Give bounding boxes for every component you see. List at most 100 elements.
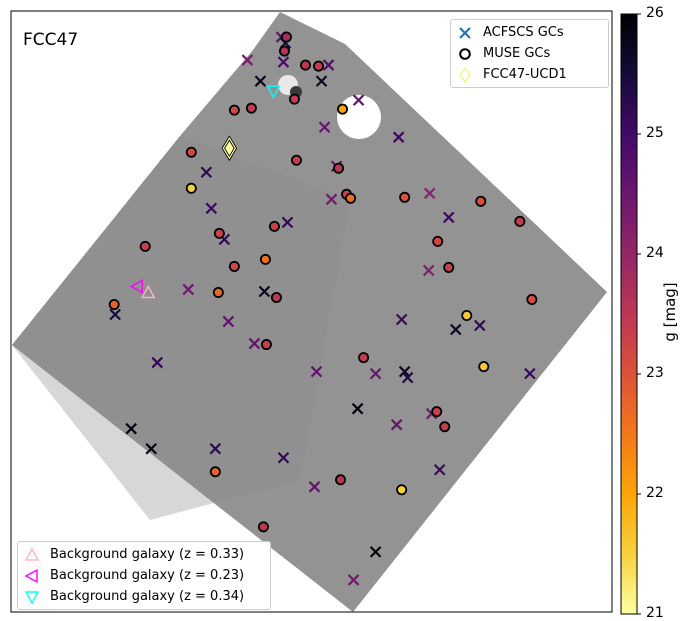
acfscs-gc-marker	[151, 356, 164, 369]
acfscs-gc-marker	[241, 54, 254, 66]
diamond-legend-icon	[459, 66, 471, 83]
panel-label: FCC47	[23, 30, 79, 50]
acfscs-gc-marker	[390, 418, 403, 431]
acfscs-gc-marker	[398, 365, 411, 378]
colorbar-tick-label: 22	[646, 485, 664, 501]
triangle-down-legend-icon	[24, 590, 40, 604]
colorbar-tick-label: 21	[646, 605, 664, 621]
muse-gc-marker	[299, 59, 311, 71]
muse-gc-marker	[461, 310, 473, 322]
muse-gc-marker	[333, 162, 345, 174]
acfscs-gc-marker	[347, 574, 360, 586]
legend-entry: FCC47-UCD1	[451, 64, 608, 85]
acfscs-gc-marker	[369, 546, 382, 558]
acfscs-gc-marker	[254, 75, 267, 87]
muse-gc-marker	[228, 260, 240, 272]
acfscs-gc-marker	[277, 451, 290, 464]
muse-gc-marker	[268, 220, 280, 232]
acfscs-gc-marker	[322, 59, 335, 71]
muse-gc-marker	[270, 291, 282, 303]
triangle-up-legend-icon	[24, 547, 40, 561]
muse-gc-marker	[209, 466, 221, 478]
acfscs-gc-marker	[277, 56, 290, 68]
acfscs-gc-marker	[281, 216, 294, 229]
muse-gc-marker	[399, 191, 411, 203]
muse-gc-marker	[213, 227, 225, 239]
acfscs-gc-marker	[422, 264, 435, 277]
acfscs-gc-marker	[395, 313, 408, 326]
muse-gc-marker	[526, 293, 538, 305]
acfscs-gc-marker	[109, 308, 121, 321]
colorbar-tick-label: 25	[646, 125, 664, 141]
muse-gc-marker	[228, 104, 240, 116]
muse-gc-marker	[313, 60, 325, 72]
muse-gc-marker	[475, 195, 487, 207]
muse-gc-marker	[345, 192, 357, 204]
legend-entry-label: ACFSCS GCs	[483, 25, 564, 40]
muse-gc-marker	[290, 154, 302, 166]
muse-gc-marker	[514, 215, 526, 227]
muse-gc-marker	[212, 286, 224, 298]
acfscs-gc-marker	[248, 337, 261, 350]
ucd-marker-outline	[222, 137, 237, 160]
legend-bottom: Background galaxy (z = 0.33) Background g…	[17, 541, 271, 610]
field-image-shading	[12, 136, 350, 520]
muse-gc-marker	[185, 182, 197, 194]
acfscs-gc-marker	[318, 121, 331, 133]
background-galaxy-marker-z034	[266, 85, 281, 99]
legend-entry-label: Background galaxy (z = 0.23)	[50, 568, 245, 583]
acfscs-gc-marker	[200, 166, 213, 179]
acfscs-gc-marker	[325, 193, 338, 206]
muse-gc-marker	[358, 352, 370, 364]
muse-gc-marker	[139, 240, 151, 252]
acfscs-gc-marker	[310, 365, 323, 378]
muse-gc-marker	[245, 102, 257, 114]
muse-gc-marker	[278, 45, 290, 57]
background-galaxy-marker-z023	[129, 279, 143, 294]
legend-entry: Background galaxy (z = 0.23)	[18, 565, 270, 586]
acfscs-gc-marker	[145, 442, 158, 455]
acfscs-gc-marker	[351, 402, 364, 415]
muse-gc-marker	[337, 103, 349, 115]
muse-gc-marker	[396, 484, 408, 496]
muse-gc-marker	[280, 31, 292, 43]
muse-gc-marker	[257, 521, 269, 533]
colorbar	[620, 13, 638, 615]
acfscs-gc-marker	[423, 187, 436, 200]
muse-gc-marker	[335, 474, 347, 486]
muse-gc-marker	[439, 421, 451, 433]
muse-gc-marker	[443, 261, 455, 273]
background-galaxy-marker-z033	[141, 285, 156, 299]
acfscs-gc-marker	[209, 442, 222, 455]
field-image	[12, 12, 607, 612]
legend-entry-label: Background galaxy (z = 0.33)	[50, 547, 245, 562]
muse-gc-marker	[185, 146, 197, 158]
acfscs-gc-marker	[369, 367, 382, 380]
acfscs-gc-marker	[392, 131, 405, 143]
legend-entry-label: MUSE GCs	[483, 46, 551, 61]
acfscs-gc-marker	[205, 202, 218, 215]
acfscs-gc-marker	[182, 283, 195, 296]
plot-frame	[10, 10, 613, 613]
muse-gc-marker	[288, 93, 300, 105]
muse-gc-marker	[260, 339, 272, 351]
acfscs-gc-marker	[524, 367, 536, 380]
legend-entry: ACFSCS GCs	[451, 22, 608, 43]
acfscs-gc-marker	[442, 211, 455, 224]
legend-entry: Background galaxy (z = 0.34)	[18, 586, 270, 607]
acfscs-gc-marker	[125, 422, 137, 435]
legend-entry-label: Background galaxy (z = 0.34)	[50, 589, 245, 604]
circle-legend-icon	[459, 47, 471, 60]
legend-entry: Background galaxy (z = 0.33)	[18, 544, 270, 565]
muse-gc-marker	[431, 406, 443, 418]
triangle-left-legend-icon	[24, 568, 38, 583]
acfscs-gc-marker	[315, 75, 328, 87]
acfscs-gc-marker	[222, 315, 235, 328]
muse-gc-marker	[432, 235, 444, 247]
acfscs-gc-marker	[308, 481, 321, 493]
acfscs-gc-marker	[474, 319, 486, 332]
legend-entry-label: FCC47-UCD1	[483, 67, 567, 82]
colorbar-tick-label: 26	[646, 5, 664, 21]
acfscs-gc-marker	[433, 463, 446, 476]
